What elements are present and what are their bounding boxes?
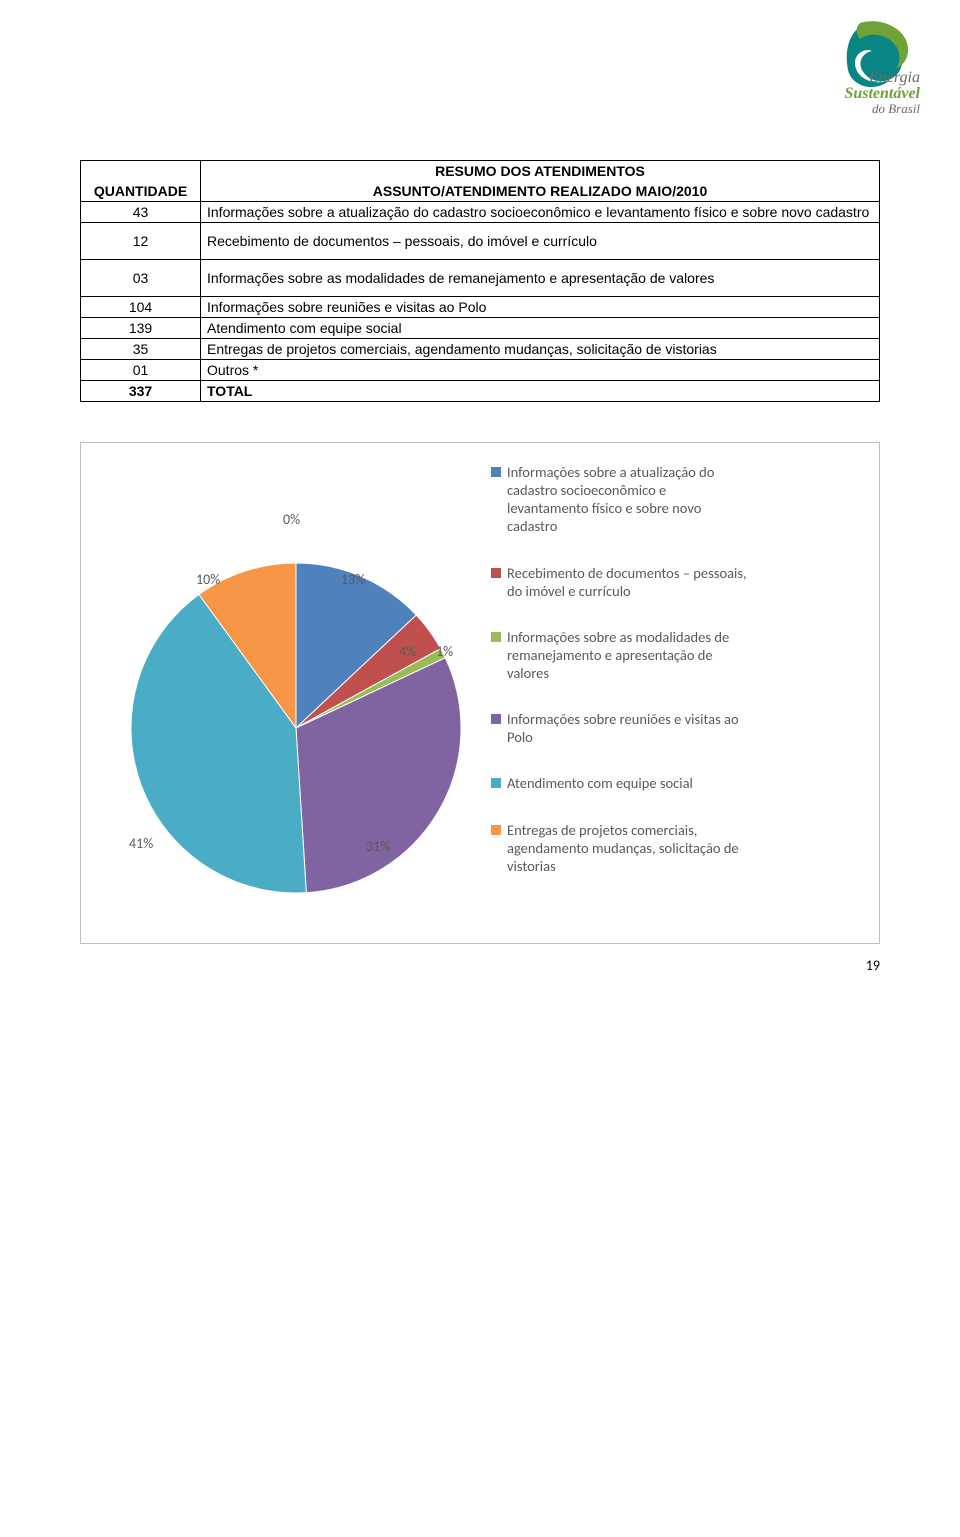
- cell-desc: TOTAL: [201, 381, 880, 402]
- cell-qty: 12: [81, 223, 201, 260]
- legend-label: Entregas de projetos comerciais, agendam…: [507, 821, 751, 875]
- pct-label: 0%: [283, 511, 300, 528]
- legend-swatch: [491, 568, 501, 578]
- company-logo: Energia Sustentável do Brasil: [800, 15, 920, 115]
- legend-item: Atendimento com equipe social: [491, 774, 751, 792]
- cell-qty: 01: [81, 360, 201, 381]
- cell-desc: Atendimento com equipe social: [201, 318, 880, 339]
- logo-text-3: do Brasil: [844, 102, 920, 115]
- table-columns-row: QUANTIDADE ASSUNTO/ATENDIMENTO REALIZADO…: [81, 181, 880, 202]
- cell-qty: 03: [81, 260, 201, 297]
- cell-desc: Recebimento de documentos – pessoais, do…: [201, 223, 880, 260]
- chart-container: 0% 13% 4% 1% 31% 41% 10% Informações sobre a a…: [80, 442, 880, 944]
- pie-svg: [111, 543, 481, 913]
- pie-chart: 0% 13% 4% 1% 31% 41% 10%: [91, 463, 471, 923]
- table-row: 01Outros *: [81, 360, 880, 381]
- legend-item: Informações sobre reuniões e visitas ao …: [491, 710, 751, 746]
- table-row: 337TOTAL: [81, 381, 880, 402]
- pct-label: 31%: [366, 838, 390, 855]
- legend-label: Informações sobre as modalidades de rema…: [507, 628, 751, 682]
- cell-qty: 139: [81, 318, 201, 339]
- table-row: 35Entregas de projetos comerciais, agend…: [81, 339, 880, 360]
- pct-label: 4%: [399, 643, 416, 660]
- legend-item: Informações sobre as modalidades de rema…: [491, 628, 751, 682]
- legend-label: Informações sobre a atualização do cadas…: [507, 463, 751, 536]
- legend-swatch: [491, 778, 501, 788]
- table-row: 43Informações sobre a atualização do cad…: [81, 202, 880, 223]
- logo-text-2: Sustentável: [844, 86, 920, 102]
- legend-swatch: [491, 632, 501, 642]
- cell-qty: 35: [81, 339, 201, 360]
- legend-swatch: [491, 714, 501, 724]
- legend-item: Informações sobre a atualização do cadas…: [491, 463, 751, 536]
- legend-item: Entregas de projetos comerciais, agendam…: [491, 821, 751, 875]
- legend-label: Informações sobre reuniões e visitas ao …: [507, 710, 751, 746]
- cell-qty: 43: [81, 202, 201, 223]
- cell-desc: Informações sobre reuniões e visitas ao …: [201, 297, 880, 318]
- col-header-desc: ASSUNTO/ATENDIMENTO REALIZADO MAIO/2010: [201, 181, 880, 202]
- cell-qty: 337: [81, 381, 201, 402]
- pct-label: 13%: [341, 571, 365, 588]
- cell-desc: Outros *: [201, 360, 880, 381]
- table-row: 12Recebimento de documentos – pessoais, …: [81, 223, 880, 260]
- legend-label: Recebimento de documentos – pessoais, do…: [507, 564, 751, 600]
- page-number: 19: [866, 957, 880, 974]
- col-header-qty: QUANTIDADE: [81, 181, 201, 202]
- cell-desc: Informações sobre a atualização do cadas…: [201, 202, 880, 223]
- legend-swatch: [491, 825, 501, 835]
- legend-item: Recebimento de documentos – pessoais, do…: [491, 564, 751, 600]
- table-header-row: RESUMO DOS ATENDIMENTOS: [81, 161, 880, 182]
- pct-label: 10%: [196, 571, 220, 588]
- table-row: 104Informações sobre reuniões e visitas …: [81, 297, 880, 318]
- table-row: 139Atendimento com equipe social: [81, 318, 880, 339]
- cell-desc: Entregas de projetos comerciais, agendam…: [201, 339, 880, 360]
- summary-table: RESUMO DOS ATENDIMENTOS QUANTIDADE ASSUN…: [80, 160, 880, 402]
- cell-desc: Informações sobre as modalidades de rema…: [201, 260, 880, 297]
- legend-swatch: [491, 467, 501, 477]
- logo-text-1: Energia: [844, 70, 920, 86]
- chart-legend: Informações sobre a atualização do cadas…: [471, 463, 761, 903]
- pct-label: 41%: [129, 835, 153, 852]
- table-title: RESUMO DOS ATENDIMENTOS: [201, 161, 880, 182]
- legend-label: Atendimento com equipe social: [507, 774, 693, 792]
- pct-label: 1%: [436, 643, 453, 660]
- cell-qty: 104: [81, 297, 201, 318]
- table-row: 03Informações sobre as modalidades de re…: [81, 260, 880, 297]
